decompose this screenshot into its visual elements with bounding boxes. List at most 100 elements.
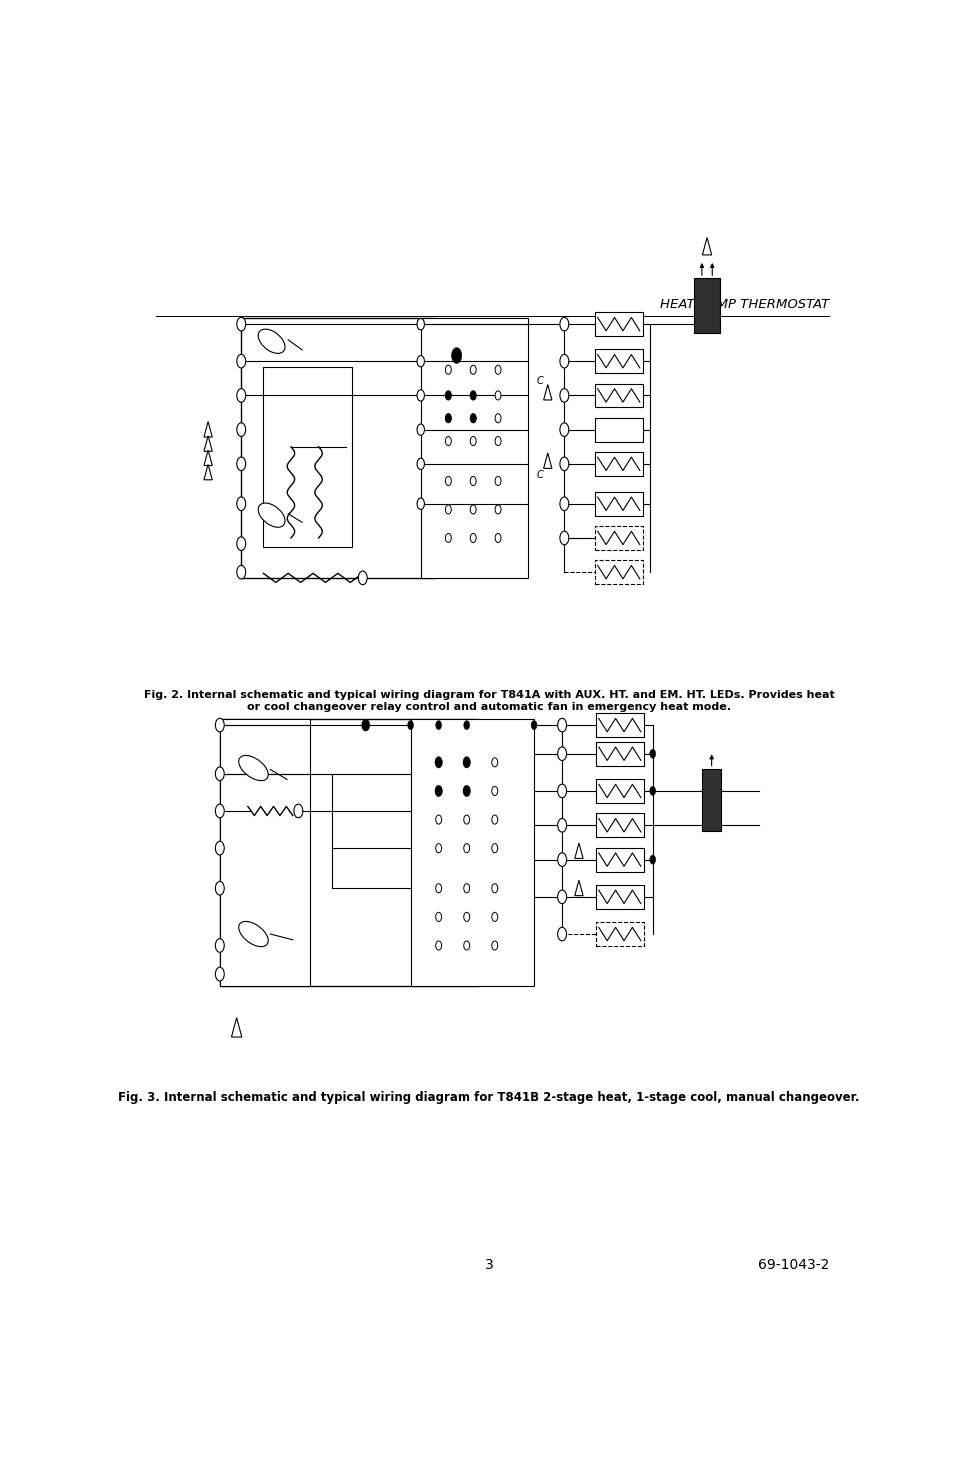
Bar <box>596 922 643 945</box>
Bar <box>701 768 720 830</box>
Circle shape <box>492 758 497 767</box>
Circle shape <box>492 844 497 853</box>
Text: C: C <box>536 471 542 481</box>
Circle shape <box>463 758 469 767</box>
Circle shape <box>470 504 476 513</box>
Polygon shape <box>543 385 552 400</box>
Circle shape <box>492 786 497 795</box>
Circle shape <box>436 941 441 950</box>
Circle shape <box>416 499 424 509</box>
Circle shape <box>436 786 441 795</box>
Circle shape <box>559 317 568 330</box>
Polygon shape <box>543 453 552 469</box>
Circle shape <box>215 968 224 981</box>
Circle shape <box>436 844 441 853</box>
Circle shape <box>416 355 424 367</box>
Ellipse shape <box>238 922 268 947</box>
Circle shape <box>492 913 497 922</box>
Text: Fig. 2. Internal schematic and typical wiring diagram for T841A with AUX. HT. an: Fig. 2. Internal schematic and typical w… <box>143 690 834 712</box>
Bar <box>596 779 643 802</box>
Polygon shape <box>204 422 212 437</box>
Circle shape <box>462 757 470 768</box>
Circle shape <box>236 565 246 580</box>
Circle shape <box>416 389 424 401</box>
Polygon shape <box>575 881 582 895</box>
Circle shape <box>436 816 441 825</box>
Bar <box>410 720 534 985</box>
Circle shape <box>495 413 500 423</box>
Bar <box>594 451 642 476</box>
Circle shape <box>470 413 476 423</box>
Circle shape <box>436 758 441 767</box>
Circle shape <box>470 366 476 375</box>
Bar <box>596 885 643 909</box>
Circle shape <box>236 497 246 510</box>
Polygon shape <box>575 844 582 858</box>
Bar <box>219 720 310 985</box>
Bar <box>420 319 528 578</box>
Circle shape <box>463 913 469 922</box>
Circle shape <box>445 476 451 485</box>
Circle shape <box>559 354 568 369</box>
Circle shape <box>445 413 451 423</box>
Circle shape <box>495 437 500 445</box>
Circle shape <box>463 786 469 795</box>
Bar <box>594 350 642 373</box>
Text: Fig. 3. Internal schematic and typical wiring diagram for T841B 2-stage heat, 1-: Fig. 3. Internal schematic and typical w… <box>118 1092 859 1105</box>
Circle shape <box>463 884 469 892</box>
Circle shape <box>462 785 470 796</box>
Circle shape <box>445 504 451 513</box>
Text: HEAT PUMP THERMOSTAT: HEAT PUMP THERMOSTAT <box>659 298 828 311</box>
Circle shape <box>445 437 451 445</box>
Circle shape <box>649 855 655 864</box>
Circle shape <box>215 882 224 895</box>
Text: C: C <box>536 376 542 386</box>
Bar <box>596 813 643 838</box>
Circle shape <box>649 749 655 758</box>
Polygon shape <box>204 435 212 451</box>
Circle shape <box>436 913 441 922</box>
Bar <box>594 384 642 407</box>
Circle shape <box>445 366 451 375</box>
Circle shape <box>470 413 476 423</box>
Circle shape <box>215 938 224 953</box>
Circle shape <box>559 423 568 437</box>
Circle shape <box>559 388 568 403</box>
Circle shape <box>531 721 537 730</box>
Ellipse shape <box>258 329 285 354</box>
Circle shape <box>236 354 246 369</box>
Bar <box>219 720 477 985</box>
Circle shape <box>559 457 568 471</box>
Circle shape <box>445 413 451 423</box>
Text: 3: 3 <box>484 1258 493 1271</box>
Circle shape <box>435 785 442 796</box>
Polygon shape <box>204 465 212 479</box>
Polygon shape <box>204 450 212 466</box>
Bar <box>594 527 642 550</box>
Circle shape <box>435 757 442 768</box>
Ellipse shape <box>258 503 285 527</box>
Circle shape <box>470 534 476 543</box>
Circle shape <box>463 721 469 730</box>
Circle shape <box>236 423 246 437</box>
Circle shape <box>445 391 451 400</box>
Circle shape <box>470 391 476 400</box>
Circle shape <box>470 437 476 445</box>
Circle shape <box>416 459 424 469</box>
Bar <box>694 279 720 333</box>
Circle shape <box>436 884 441 892</box>
Circle shape <box>445 391 451 400</box>
Bar <box>594 560 642 584</box>
Bar <box>596 714 643 738</box>
Circle shape <box>470 391 476 400</box>
Circle shape <box>436 721 441 730</box>
Bar <box>594 417 642 441</box>
Bar <box>596 742 643 766</box>
Circle shape <box>463 941 469 950</box>
Circle shape <box>215 841 224 855</box>
Circle shape <box>445 534 451 543</box>
Circle shape <box>558 928 566 941</box>
Circle shape <box>649 786 655 795</box>
Circle shape <box>495 476 500 485</box>
Circle shape <box>492 884 497 892</box>
